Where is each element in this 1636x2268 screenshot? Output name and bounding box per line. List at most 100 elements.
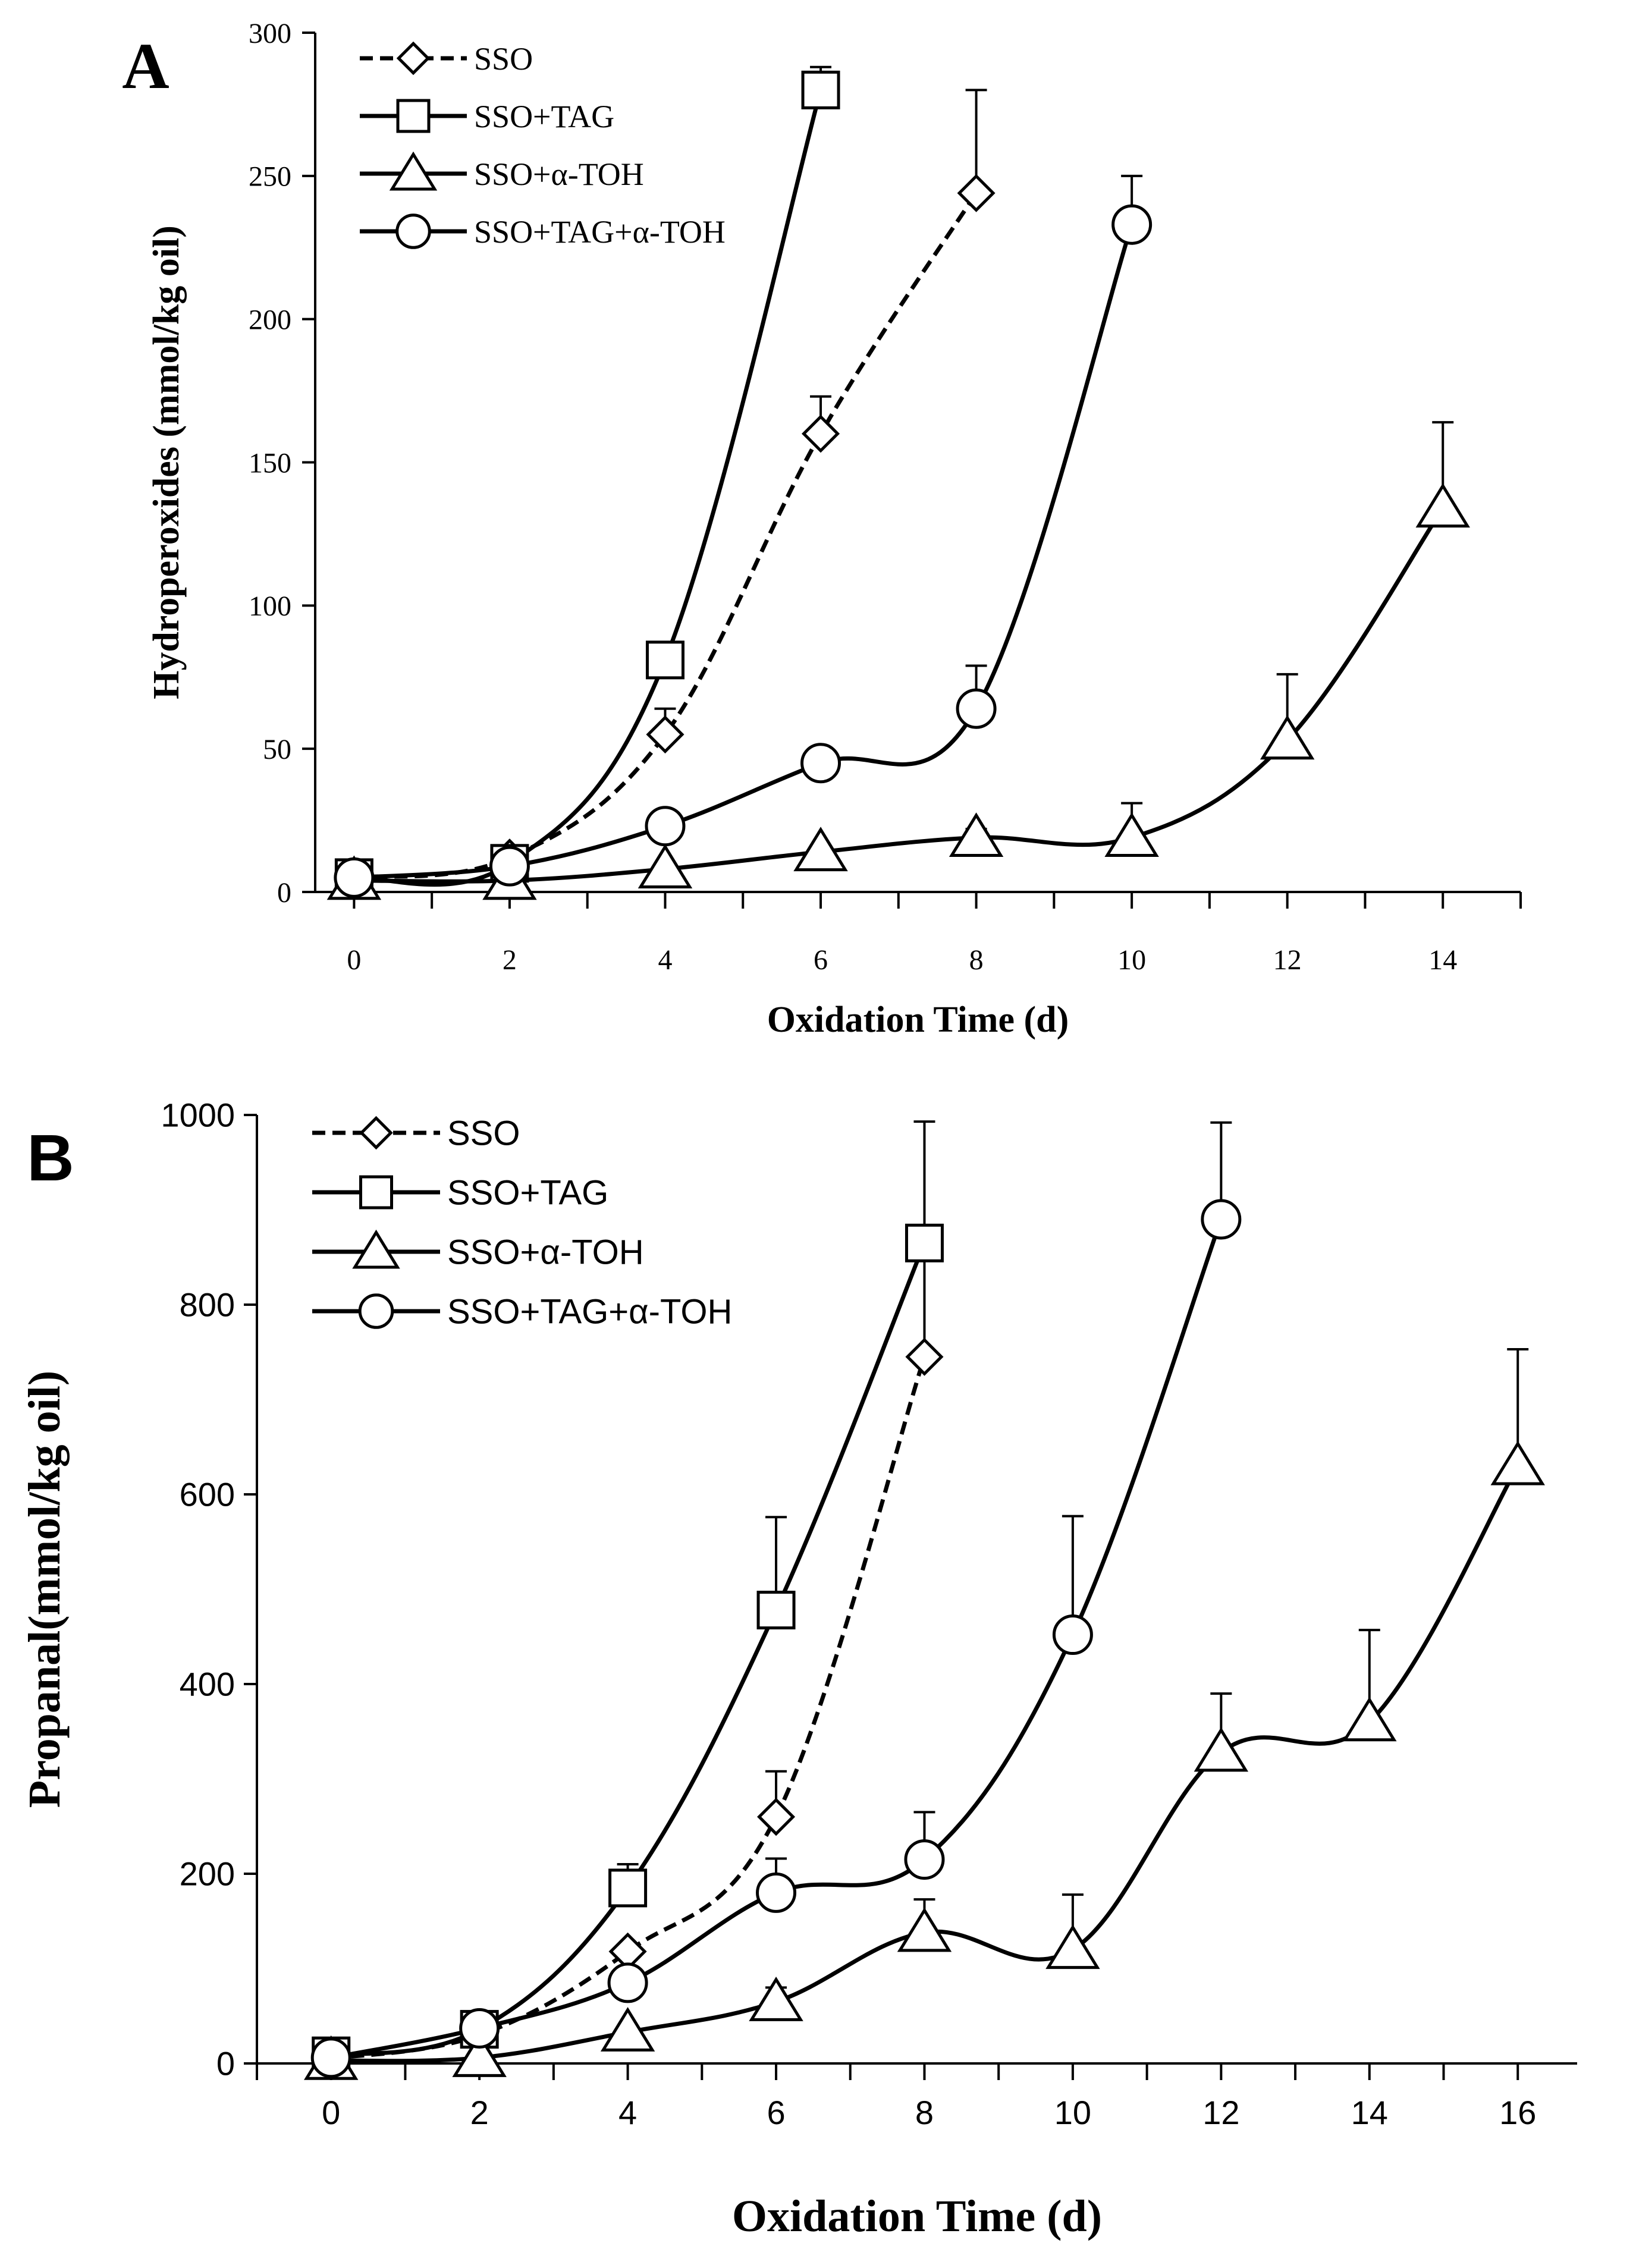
y-tick-label: 400	[180, 1666, 235, 1703]
series-circle	[334, 174, 1153, 898]
y-tick-label: 800	[180, 1286, 235, 1324]
y-tick-label: 50	[263, 734, 291, 765]
data-point	[310, 2037, 351, 2078]
legend-marker	[358, 1293, 394, 1329]
x-tick-label: 10	[1117, 944, 1146, 976]
data-point	[1194, 1727, 1249, 1772]
x-tick-label: 8	[969, 944, 984, 976]
data-point	[800, 743, 841, 784]
data-point	[756, 1872, 797, 1913]
data-point	[905, 1337, 944, 1376]
x-tick-label: 16	[1499, 2094, 1536, 2131]
data-point	[793, 827, 848, 872]
legend-marker	[359, 1175, 393, 1210]
series-triangle	[326, 421, 1470, 900]
x-tick-label: 2	[503, 944, 517, 976]
series-line	[354, 507, 1445, 884]
y-tick-label: 200	[249, 304, 291, 335]
data-point	[452, 2033, 507, 2077]
panel-letter: A	[122, 30, 169, 102]
x-axis-label: Oxidation Time (d)	[732, 2191, 1102, 2241]
data-point	[801, 414, 840, 453]
data-point	[956, 688, 997, 729]
series-line	[354, 224, 1134, 880]
y-tick-label: 1000	[161, 1097, 235, 1134]
series-diamond	[335, 89, 996, 897]
y-axis-label: Hydroperoxides (mmol/kg oil)	[146, 225, 187, 699]
data-point	[801, 70, 840, 109]
legend-item: SSO+TAG	[360, 99, 614, 134]
legend-marker	[395, 213, 431, 249]
series-line	[353, 191, 978, 880]
data-point	[459, 2008, 500, 2049]
panel-a: A 0 50 100 150 200 250 300 0 2 4 6 8 10 12 14 Oxidation …	[122, 18, 1522, 1040]
x-tick-label: 4	[618, 2094, 637, 2131]
data-point	[1342, 1697, 1397, 1742]
x-tick-label: 12	[1202, 2094, 1239, 2131]
data-point	[607, 1962, 648, 2003]
data-point	[334, 857, 375, 898]
data-point	[1104, 812, 1159, 857]
y-tick-label: 250	[249, 161, 291, 193]
legend-label: SSO	[447, 1114, 520, 1152]
x-tick-label: 14	[1351, 2094, 1388, 2131]
y-tick-label: 600	[180, 1476, 235, 1513]
legend-item: SSO+TAG	[312, 1173, 608, 1212]
y-tick-label: 0	[216, 2045, 235, 2082]
legend-marker	[396, 41, 431, 76]
legend-item: SSO+α-TOH	[360, 151, 644, 192]
x-tick-label: 0	[347, 944, 361, 976]
data-point	[600, 2007, 655, 2052]
legend-label: SSO+TAG+α-TOH	[474, 214, 726, 250]
legend-item: SSO+TAG+α-TOH	[312, 1292, 732, 1331]
data-point	[645, 640, 684, 680]
y-tick-label: 150	[249, 447, 291, 479]
legend-marker	[359, 1116, 393, 1150]
legend-marker	[389, 151, 438, 191]
data-point	[756, 1591, 796, 1630]
y-tick-label: 300	[249, 18, 291, 49]
legend-label: SSO+α-TOH	[447, 1233, 644, 1271]
x-tick-label: 4	[658, 944, 672, 976]
series-line	[331, 1465, 1520, 2063]
legend-item: SSO+TAG+α-TOH	[360, 213, 726, 250]
legend-marker	[396, 99, 431, 133]
x-tick-label: 2	[470, 2094, 489, 2131]
data-point	[1490, 1440, 1545, 1485]
data-point	[1415, 483, 1470, 528]
data-point	[1260, 715, 1315, 760]
legend-label: SSO+α-TOH	[474, 156, 644, 192]
data-point	[1111, 204, 1153, 245]
panel-b: B 0 200 400 600 800 1000 0 2 4 6 8 10 12 14 16 Oxidation…	[20, 1097, 1577, 2241]
x-tick-label: 10	[1054, 2094, 1091, 2131]
x-tick-label: 12	[1273, 944, 1302, 976]
legend-item: SSO	[360, 41, 533, 77]
data-point	[904, 1839, 945, 1880]
y-tick-label: 200	[180, 1855, 235, 1893]
data-point	[749, 1977, 803, 2021]
legend-marker	[352, 1229, 400, 1269]
legend-item: SSO+α-TOH	[312, 1229, 644, 1271]
x-tick-label: 6	[767, 2094, 785, 2131]
data-point	[645, 806, 686, 847]
x-axis-label: Oxidation Time (d)	[767, 1000, 1069, 1040]
data-point	[1045, 1924, 1100, 1969]
y-tick-label: 0	[277, 877, 291, 909]
series-line	[331, 1356, 927, 2061]
y-tick-label: 100	[249, 590, 291, 622]
x-tick-label: 14	[1428, 944, 1457, 976]
series-triangle	[304, 1347, 1545, 2080]
data-point	[608, 1868, 648, 1908]
data-point	[949, 812, 1004, 857]
data-point	[756, 1798, 796, 1836]
x-tick-label: 6	[814, 944, 828, 976]
data-point	[905, 1223, 944, 1262]
data-point	[1052, 1614, 1093, 1656]
legend-item: SSO	[312, 1114, 520, 1152]
data-point	[957, 174, 996, 212]
x-tick-label: 8	[915, 2094, 934, 2131]
panel-letter: B	[27, 1122, 74, 1195]
legend-label: SSO+TAG+α-TOH	[447, 1292, 732, 1331]
series-line	[331, 1218, 1223, 2060]
